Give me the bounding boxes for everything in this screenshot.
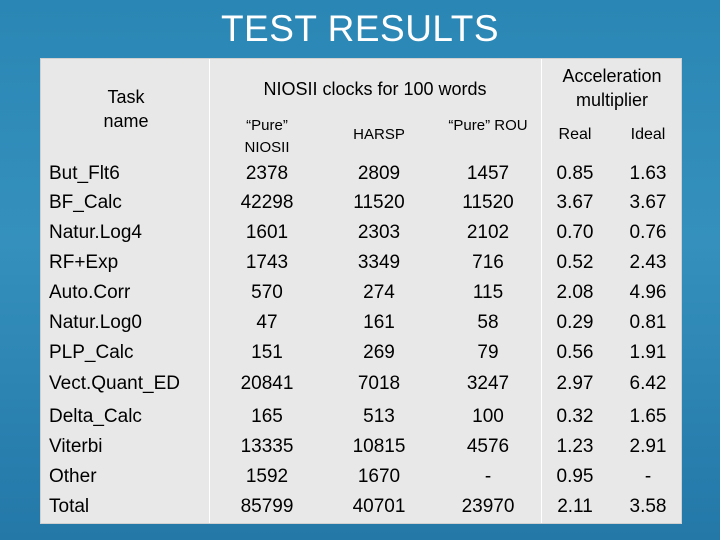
- cell-harsp: 161: [363, 312, 395, 333]
- cell-pure-niosii: 1601: [245, 222, 289, 243]
- cell-real: 0.56: [556, 342, 594, 363]
- cell-pure-rou: 11520: [462, 192, 514, 213]
- acceleration-header-line2: multiplier: [575, 90, 649, 110]
- cell-name: Natur.Log4: [49, 222, 142, 243]
- cell-pure-niosii: 2378: [245, 163, 289, 184]
- cell-real: 0.70: [556, 222, 594, 243]
- cell-pure-niosii: 570: [251, 282, 283, 303]
- cell-ideal: 2.91: [629, 436, 667, 457]
- cell-name: Viterbi: [49, 436, 103, 457]
- cell-name: Vect.Quant_ED: [49, 373, 180, 394]
- cell-pure-rou: 100: [472, 406, 504, 427]
- cell-harsp: 513: [363, 406, 395, 427]
- cell-ideal: 0.76: [629, 222, 667, 243]
- cell-real: 2.97: [556, 373, 594, 394]
- results-table: Task name NIOSII clocks for 100 words Ac…: [40, 58, 682, 524]
- cell-ideal: 0.81: [629, 312, 667, 333]
- cell-name: Delta_Calc: [49, 406, 142, 427]
- acceleration-header-line1: Acceleration: [562, 66, 662, 86]
- cell-ideal: -: [644, 466, 652, 487]
- cell-name: RF+Exp: [49, 252, 119, 273]
- cell-harsp: 3349: [357, 252, 401, 273]
- cell-name: BF_Calc: [49, 192, 122, 213]
- cell-harsp: 10815: [352, 436, 406, 457]
- cell-pure-rou: 79: [477, 342, 499, 363]
- cell-pure-niosii: 1592: [245, 466, 289, 487]
- cell-pure-rou: 23970: [461, 496, 515, 517]
- cell-pure-niosii: 13335: [240, 436, 294, 457]
- cell-ideal: 1.63: [629, 163, 667, 184]
- cell-harsp: 2303: [357, 222, 401, 243]
- cell-harsp: 269: [363, 342, 395, 363]
- cell-name: Total: [49, 496, 90, 517]
- cell-ideal: 2.43: [629, 252, 667, 273]
- cell-ideal: 6.42: [629, 373, 667, 394]
- column-divider: [541, 59, 542, 523]
- cell-pure-rou: 115: [472, 282, 504, 303]
- slide-title: TEST RESULTS: [220, 8, 500, 49]
- cell-real: 2.08: [556, 282, 594, 303]
- task-name-header-line1: Task: [107, 87, 145, 107]
- column-divider: [209, 59, 210, 523]
- ideal-header: Ideal: [630, 126, 666, 143]
- task-name-header-line2: name: [103, 111, 149, 131]
- cell-pure-rou: -: [484, 466, 492, 487]
- cell-pure-niosii: 42298: [240, 192, 294, 213]
- cell-name: Natur.Log0: [49, 312, 142, 333]
- pure-niosii-header-line1: “Pure”: [246, 117, 288, 134]
- pure-rou-header: “Pure” ROU: [448, 117, 528, 134]
- cell-name: Other: [49, 466, 97, 487]
- pure-niosii-header-line2: NIOSII: [244, 139, 290, 156]
- cell-harsp: 274: [363, 282, 395, 303]
- cell-name: But_Flt6: [49, 163, 120, 184]
- cell-harsp: 40701: [352, 496, 406, 517]
- cell-ideal: 4.96: [629, 282, 667, 303]
- cell-pure-niosii: 165: [251, 406, 283, 427]
- cell-pure-niosii: 47: [256, 312, 278, 333]
- cell-pure-niosii: 1743: [245, 252, 289, 273]
- cell-name: PLP_Calc: [49, 342, 134, 363]
- cell-pure-niosii: 85799: [240, 496, 294, 517]
- real-header: Real: [558, 126, 592, 143]
- cell-real: 0.85: [556, 163, 594, 184]
- cell-pure-rou: 4576: [466, 436, 510, 457]
- cell-ideal: 1.91: [629, 342, 667, 363]
- cell-ideal: 3.67: [629, 192, 667, 213]
- cell-pure-rou: 2102: [466, 222, 510, 243]
- cell-pure-niosii: 151: [251, 342, 283, 363]
- cell-pure-rou: 3247: [466, 373, 510, 394]
- cell-ideal: 3.58: [629, 496, 667, 517]
- cell-pure-rou: 1457: [466, 163, 510, 184]
- cell-pure-rou: 58: [477, 312, 499, 333]
- cell-harsp: 2809: [357, 163, 401, 184]
- harsp-header: HARSP: [353, 126, 405, 143]
- cell-real: 3.67: [556, 192, 594, 213]
- cell-real: 1.23: [556, 436, 594, 457]
- cell-pure-niosii: 20841: [240, 373, 294, 394]
- cell-real: 0.52: [556, 252, 594, 273]
- cell-real: 0.32: [556, 406, 594, 427]
- niosii-clocks-header: NIOSII clocks for 100 words: [263, 79, 487, 99]
- cell-real: 0.29: [556, 312, 594, 333]
- cell-harsp: 11520: [353, 192, 405, 213]
- cell-pure-rou: 716: [472, 252, 504, 273]
- cell-name: Auto.Corr: [49, 282, 131, 303]
- cell-ideal: 1.65: [629, 406, 667, 427]
- cell-harsp: 1670: [357, 466, 401, 487]
- cell-harsp: 7018: [357, 373, 401, 394]
- cell-real: 2.11: [557, 496, 593, 517]
- cell-real: 0.95: [556, 466, 594, 487]
